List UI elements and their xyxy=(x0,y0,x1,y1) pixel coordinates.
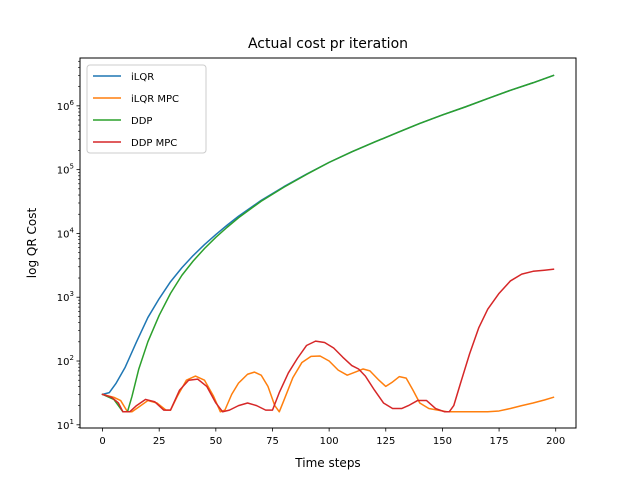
plot-frame xyxy=(79,57,577,429)
x-tick-label-6: 150 xyxy=(433,436,452,447)
legend-label-1: iLQR MPC xyxy=(131,94,179,105)
legend-items: iLQR iLQR MPC DDP DDP MPC xyxy=(93,72,179,149)
legend-box xyxy=(86,64,207,154)
y-tick-label-3: 104 xyxy=(57,226,75,240)
x-axis-label: Time steps xyxy=(294,456,360,470)
x-tick-label-1: 25 xyxy=(153,436,166,447)
x-tick-label-3: 75 xyxy=(266,436,279,447)
x-tick-label-8: 200 xyxy=(546,436,565,447)
x-tick-label-2: 50 xyxy=(209,436,222,447)
y-tick-label-5: 106 xyxy=(57,99,75,113)
legend-label-0: iLQR xyxy=(131,72,154,83)
legend-label-2: DDP xyxy=(131,116,152,127)
y-tick-label-2: 103 xyxy=(57,290,74,304)
y-tick-label-1: 102 xyxy=(57,354,74,368)
series-line-3 xyxy=(101,268,555,413)
x-tick-label-7: 175 xyxy=(490,436,509,447)
legend: iLQR iLQR MPC DDP DDP MPC xyxy=(86,64,207,154)
series-layer xyxy=(101,74,555,413)
x-tick-label-5: 125 xyxy=(376,436,395,447)
x-tick-label-4: 100 xyxy=(320,436,339,447)
x-axis-ticks: 0 25 50 75 100 125 150 175 200 xyxy=(99,428,565,447)
series-line-2 xyxy=(101,74,555,413)
y-tick-label-0: 101 xyxy=(57,418,74,432)
chart-title: Actual cost pr iteration xyxy=(248,36,408,52)
x-tick-label-0: 0 xyxy=(99,436,105,447)
y-tick-label-4: 105 xyxy=(57,163,74,177)
legend-label-3: DDP MPC xyxy=(131,138,177,149)
y-axis-label: log QR Cost xyxy=(25,208,39,279)
y-axis-ticks: 101 102 103 104 105 106 xyxy=(57,60,80,432)
